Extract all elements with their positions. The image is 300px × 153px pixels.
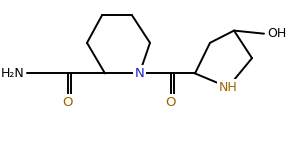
Text: H₂N: H₂N — [0, 67, 24, 80]
Text: NH: NH — [219, 81, 237, 94]
Text: O: O — [166, 96, 176, 109]
Text: N: N — [135, 67, 144, 80]
Text: O: O — [62, 96, 73, 109]
Text: OH: OH — [267, 27, 286, 40]
